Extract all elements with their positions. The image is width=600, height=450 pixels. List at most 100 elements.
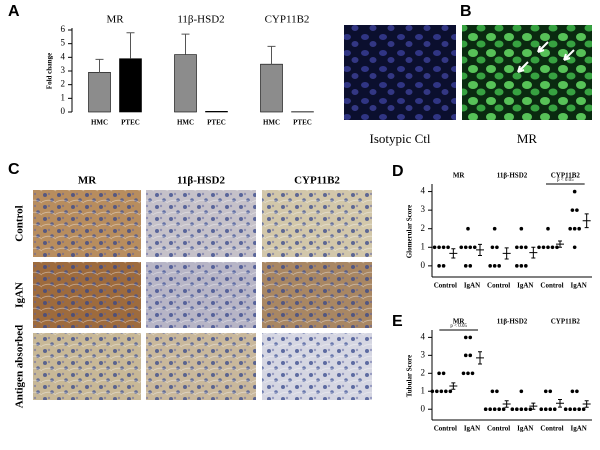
micrograph-texture — [146, 262, 256, 328]
group-label: CYP11B2 — [265, 14, 310, 26]
y-tick-label: 4 — [421, 331, 426, 341]
y-tick-label: 2 — [421, 367, 426, 377]
data-point — [528, 407, 533, 412]
data-point — [550, 245, 555, 250]
caption: MR — [517, 131, 538, 146]
y-tick-label: 0 — [421, 403, 426, 413]
micrograph-texture — [33, 262, 141, 328]
data-point — [497, 407, 501, 412]
data-point — [492, 226, 497, 231]
data-point — [519, 245, 524, 250]
y-axis-label: Glomerular Score — [406, 205, 414, 259]
y-tick-label: 6 — [61, 24, 66, 34]
micrograph — [344, 25, 592, 120]
y-tick-label: 1 — [421, 241, 426, 251]
data-point — [463, 264, 468, 268]
data-point — [577, 226, 581, 231]
data-point — [492, 264, 497, 268]
data-point — [490, 389, 495, 394]
y-tick-label: 4 — [61, 51, 66, 61]
micrograph-texture — [262, 190, 372, 257]
panel-label: E — [392, 313, 403, 330]
data-point — [490, 245, 495, 250]
error-bar — [267, 45, 276, 65]
data-point — [572, 226, 577, 231]
y-axis-label: Tubular Score — [406, 355, 414, 397]
data-point — [472, 245, 477, 250]
data-point — [572, 189, 577, 194]
data-point — [446, 245, 450, 250]
x-tick-label: IgAN — [570, 425, 586, 433]
data-point — [552, 407, 557, 412]
data-point — [581, 407, 586, 412]
mean-error — [502, 400, 511, 408]
x-tick-label: Control — [434, 425, 457, 433]
mean-error — [449, 248, 458, 259]
row-label: IgAN — [14, 282, 26, 308]
data-point — [468, 245, 473, 250]
data-point — [483, 407, 488, 412]
mean-error — [529, 246, 538, 259]
data-point — [463, 245, 468, 250]
x-tick-label: HMC — [177, 119, 194, 127]
data-point — [555, 245, 559, 250]
x-tick-label: IgAN — [464, 425, 480, 433]
bar — [174, 54, 197, 113]
mean-error — [449, 382, 458, 390]
data-point — [444, 389, 448, 394]
data-point — [546, 226, 550, 231]
data-point — [510, 407, 515, 412]
bar — [260, 63, 283, 113]
data-point — [548, 389, 553, 394]
data-point — [468, 353, 473, 358]
data-point — [515, 264, 519, 268]
group-label: 11β-HSD2 — [497, 318, 528, 326]
data-point — [497, 264, 501, 268]
y-tick-label: 0 — [421, 260, 426, 270]
data-point — [466, 371, 470, 376]
data-point — [541, 245, 546, 250]
mean-error — [582, 400, 591, 408]
mean-error — [502, 247, 511, 260]
y-tick-label: 2 — [421, 223, 426, 233]
panel-label: C — [8, 161, 20, 178]
micrograph-texture — [262, 333, 372, 400]
y-tick-label: 3 — [421, 349, 426, 359]
group-label: 11β-HSD2 — [497, 172, 528, 180]
annotation: p < 0.05 — [450, 324, 467, 329]
x-tick-label: Control — [434, 282, 457, 290]
x-tick-label: HMC — [263, 119, 280, 127]
y-axis-label: Fold change — [46, 53, 54, 89]
data-point — [488, 407, 492, 412]
micrograph-texture — [33, 190, 141, 257]
data-point — [448, 389, 453, 394]
mean-error — [582, 213, 591, 229]
micrograph-texture — [262, 262, 372, 328]
panel-label: A — [8, 3, 20, 20]
bar — [88, 72, 111, 113]
data-point — [519, 264, 524, 268]
x-tick-label: PTEC — [121, 119, 140, 127]
caption: Isotypic Ctl — [369, 131, 430, 146]
x-tick-label: PTEC — [207, 119, 226, 127]
data-point — [548, 407, 553, 412]
data-point — [543, 389, 548, 394]
data-point — [568, 226, 572, 231]
row-label: Control — [14, 205, 26, 241]
data-point — [501, 407, 506, 412]
y-tick-label: 0 — [61, 106, 66, 116]
data-point — [570, 208, 575, 212]
row-label: Antigen absorbed — [14, 325, 26, 408]
column-header: 11β-HSD2 — [177, 175, 225, 187]
x-tick-label: IgAN — [570, 282, 586, 290]
data-point — [515, 245, 519, 250]
micrograph-texture — [33, 333, 141, 400]
annotation: p < 0.05 — [557, 178, 574, 183]
mean-error — [476, 351, 484, 365]
y-tick-label: 3 — [61, 65, 66, 75]
data-point — [524, 264, 528, 268]
data-point — [572, 407, 577, 412]
mean-error — [476, 243, 484, 256]
error-bar — [126, 32, 135, 59]
